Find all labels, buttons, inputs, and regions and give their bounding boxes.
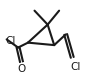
Text: O: O bbox=[17, 64, 25, 74]
Text: Cl: Cl bbox=[71, 62, 81, 72]
Text: Cl: Cl bbox=[5, 36, 15, 46]
